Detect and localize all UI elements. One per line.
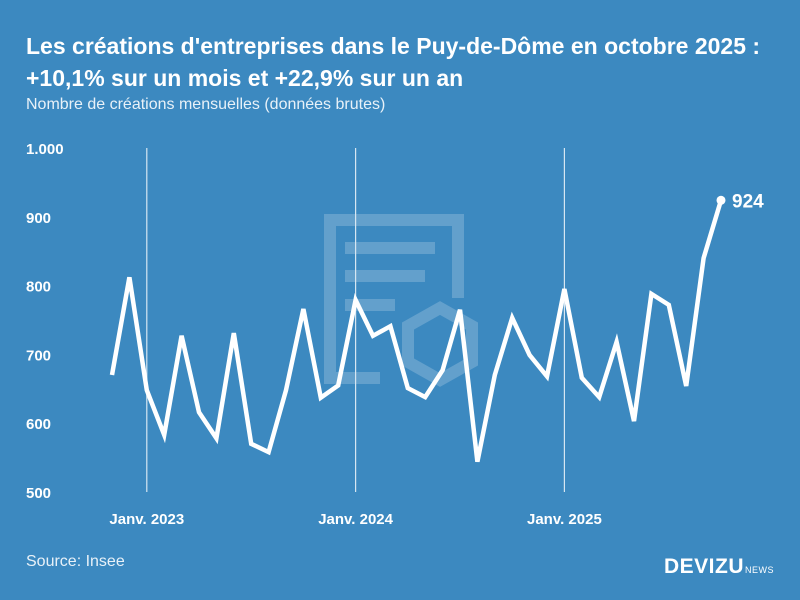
x-tick-label: Janv. 2024: [318, 511, 393, 528]
y-tick-label: 800: [26, 279, 51, 296]
series-line: [109, 199, 724, 463]
chart-title: Les créations d'entreprises dans le Puy-…: [26, 33, 761, 91]
x-tick-label: Janv. 2023: [109, 511, 184, 528]
chart-subtitle: Nombre de créations mensuelles (données …: [26, 96, 386, 113]
logo-main: DEVIZU: [663, 555, 744, 578]
y-tick-label: 500: [26, 485, 51, 502]
y-tick-label: 1.000: [26, 141, 64, 158]
last-value-label: 924: [732, 191, 764, 212]
watermark-icon: [324, 214, 478, 387]
y-tick-label: 600: [26, 416, 51, 433]
devizu-logo: DEVIZUNEWS: [664, 555, 774, 579]
source-note: Source: Insee: [26, 553, 125, 570]
y-tick-label: 900: [26, 210, 51, 227]
y-tick-label: 700: [26, 347, 51, 364]
data-point: [716, 195, 726, 205]
x-tick-label: Janv. 2025: [527, 511, 602, 528]
logo-sub: NEWS: [745, 565, 774, 575]
